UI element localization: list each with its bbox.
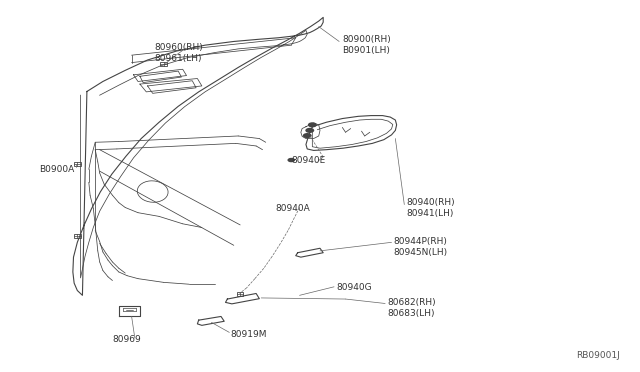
Circle shape: [287, 158, 295, 162]
Bar: [237, 292, 243, 296]
Text: 80945N(LH): 80945N(LH): [394, 248, 447, 257]
Circle shape: [303, 133, 312, 138]
Circle shape: [305, 128, 314, 133]
Text: 80683(LH): 80683(LH): [387, 310, 435, 318]
Bar: [161, 62, 167, 65]
Text: 80940G: 80940G: [336, 283, 372, 292]
Text: B0901(LH): B0901(LH): [342, 46, 390, 55]
Text: 80941(LH): 80941(LH): [406, 209, 454, 218]
Text: B0900A: B0900A: [39, 165, 74, 174]
Circle shape: [308, 122, 317, 128]
Bar: [74, 162, 81, 166]
Text: 80940E: 80940E: [291, 155, 326, 164]
Text: 80944P(RH): 80944P(RH): [394, 237, 447, 246]
Text: RB09001J: RB09001J: [577, 351, 620, 360]
Ellipse shape: [138, 181, 168, 202]
Text: 80961(LH): 80961(LH): [154, 54, 202, 62]
Text: 80900(RH): 80900(RH): [342, 35, 391, 44]
Text: 80682(RH): 80682(RH): [387, 298, 436, 307]
Text: 80940A: 80940A: [275, 204, 310, 213]
Text: 80940(RH): 80940(RH): [406, 198, 455, 207]
Text: 80960(RH): 80960(RH): [154, 42, 203, 51]
Text: 80969: 80969: [113, 335, 141, 344]
Text: 80919M: 80919M: [230, 330, 267, 339]
Bar: [74, 234, 81, 238]
